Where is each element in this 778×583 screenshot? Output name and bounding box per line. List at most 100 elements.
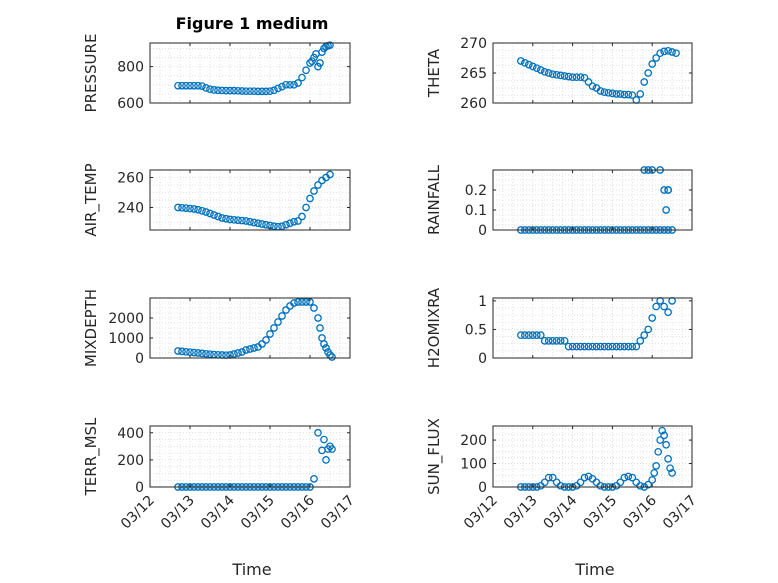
data-point xyxy=(548,473,557,482)
data-point xyxy=(544,69,553,77)
data-point xyxy=(186,81,194,90)
axes-frame xyxy=(149,297,351,359)
data-point xyxy=(222,86,230,95)
data-point xyxy=(560,72,569,80)
data-point xyxy=(214,86,222,95)
data-point xyxy=(564,342,573,351)
data-point xyxy=(314,314,322,322)
data-point xyxy=(596,481,605,490)
y-axis-label: PRESSURE xyxy=(82,34,100,113)
data-point xyxy=(604,342,613,351)
y-tick-label: 260 xyxy=(117,171,144,187)
data-point xyxy=(616,478,625,487)
data-point xyxy=(190,205,198,213)
y-axis-label: TERR_MSL xyxy=(82,417,101,496)
data-point xyxy=(194,81,202,90)
data-point xyxy=(592,342,601,351)
data-point xyxy=(628,473,637,482)
x-tick-label: 03/17 xyxy=(318,493,358,533)
axes-frame xyxy=(149,425,351,488)
data-point xyxy=(278,312,286,320)
data-point xyxy=(654,447,663,456)
y-tick-label: 200 xyxy=(460,433,487,449)
data-point xyxy=(202,84,210,92)
data-point xyxy=(290,80,298,89)
data-point xyxy=(266,87,274,96)
data-point xyxy=(246,87,254,96)
data-point xyxy=(548,70,557,79)
gridlines xyxy=(492,426,693,488)
y-axis-label: H2OMIXRA xyxy=(425,287,443,368)
data-point xyxy=(632,342,641,351)
data-point xyxy=(286,219,294,228)
data-point xyxy=(604,88,613,97)
data-point xyxy=(190,81,198,90)
data-point xyxy=(298,212,306,221)
y-tick-label: 1000 xyxy=(108,331,144,347)
data-point xyxy=(662,206,670,214)
x-tick-label: 03/13 xyxy=(158,493,198,533)
data-point xyxy=(226,86,234,95)
data-point xyxy=(564,72,573,81)
data-point xyxy=(636,481,645,490)
gridlines xyxy=(492,298,693,359)
data-point xyxy=(600,342,609,351)
x-tick-label: 03/17 xyxy=(660,493,700,533)
data-point xyxy=(202,208,210,216)
data-point xyxy=(314,428,322,437)
data-point xyxy=(636,90,645,98)
data-point xyxy=(620,90,629,99)
y-tick-label: 0.5 xyxy=(465,322,487,338)
data-point xyxy=(326,41,334,50)
y-tick-label: 240 xyxy=(117,201,144,217)
y-tick-label: 0.1 xyxy=(465,203,487,219)
data-point xyxy=(238,87,246,95)
x-axis-label-left: Time xyxy=(231,560,271,579)
subplot-pressure: 600 800 PRESSURE xyxy=(82,34,351,113)
data-point xyxy=(294,79,302,87)
data-point xyxy=(218,86,226,95)
data-point xyxy=(588,82,597,91)
data-point xyxy=(198,82,206,90)
data-point xyxy=(652,54,661,62)
data-point xyxy=(668,48,676,56)
data-point xyxy=(190,348,198,357)
data-point xyxy=(282,80,290,89)
axes-frame xyxy=(492,425,693,488)
data-point xyxy=(278,82,286,91)
data-point xyxy=(560,337,569,345)
data-point xyxy=(660,431,668,440)
data-point xyxy=(660,302,668,311)
data-point xyxy=(524,60,533,69)
data-point xyxy=(612,90,621,98)
data-point xyxy=(624,90,633,99)
data-point xyxy=(580,473,589,482)
y-tick-label: 800 xyxy=(117,60,144,76)
data-point xyxy=(182,347,190,356)
data-point xyxy=(620,342,629,351)
data-point xyxy=(246,345,254,353)
data-point xyxy=(226,215,234,224)
data-point xyxy=(528,62,537,71)
y-tick-label: 2000 xyxy=(108,311,144,327)
y-tick-label: 0 xyxy=(478,480,487,496)
data-point xyxy=(572,342,581,351)
y-axis-label: AIR_TEMP xyxy=(82,163,101,236)
data-point xyxy=(596,87,605,95)
y-tick-label: 0 xyxy=(135,480,144,496)
data-point xyxy=(250,87,258,96)
y-tick-label: 260 xyxy=(460,96,487,112)
data-point xyxy=(568,73,577,82)
data-point xyxy=(174,347,182,355)
data-point xyxy=(624,342,633,351)
data-point xyxy=(290,299,298,307)
data-point xyxy=(294,217,302,225)
data-point xyxy=(556,337,565,345)
data-point xyxy=(628,342,637,351)
data-point xyxy=(576,478,585,487)
data-point xyxy=(242,87,250,96)
data-point xyxy=(580,73,589,82)
data-point xyxy=(262,336,270,344)
data-point xyxy=(624,472,633,481)
data-point xyxy=(552,70,561,79)
